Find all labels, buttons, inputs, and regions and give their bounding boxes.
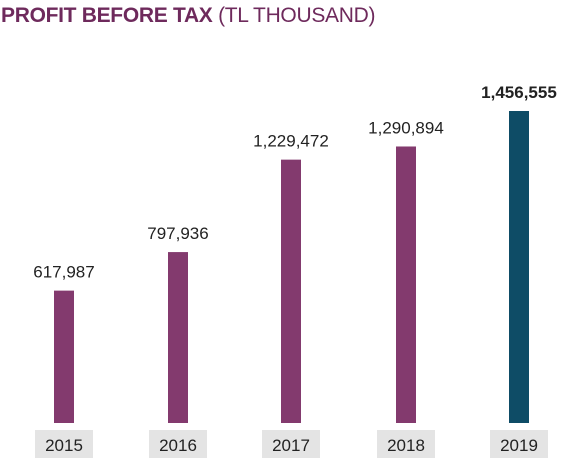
value-label-2015: 617,987 — [33, 263, 94, 282]
category-label-2018: 2018 — [387, 436, 425, 455]
bar-2016 — [168, 252, 188, 423]
bar-2017 — [281, 159, 301, 424]
category-label-bg-2018 — [377, 430, 435, 458]
chart-title-unit: (TL THOUSAND) — [218, 4, 376, 27]
chart-title-main: PROFIT BEFORE TAX — [1, 4, 213, 27]
category-label-2017: 2017 — [272, 436, 310, 455]
bar-2018 — [396, 146, 416, 423]
category-label-2019: 2019 — [500, 436, 538, 455]
value-label-2017: 1,229,472 — [253, 132, 329, 151]
bar-2019 — [509, 111, 529, 423]
value-label-2019: 1,456,555 — [481, 83, 557, 102]
category-label-2016: 2016 — [159, 436, 197, 455]
category-label-2015: 2015 — [45, 436, 83, 455]
chart-title: PROFIT BEFORE TAX (TL THOUSAND) — [1, 4, 375, 28]
category-label-bg-2016 — [149, 430, 207, 458]
value-label-2016: 797,936 — [147, 224, 208, 243]
category-label-bg-2015 — [35, 430, 93, 458]
bar-2015 — [54, 290, 74, 423]
value-label-2018: 1,290,894 — [368, 118, 444, 137]
category-label-bg-2019 — [490, 430, 548, 458]
category-label-bg-2017 — [262, 430, 320, 458]
